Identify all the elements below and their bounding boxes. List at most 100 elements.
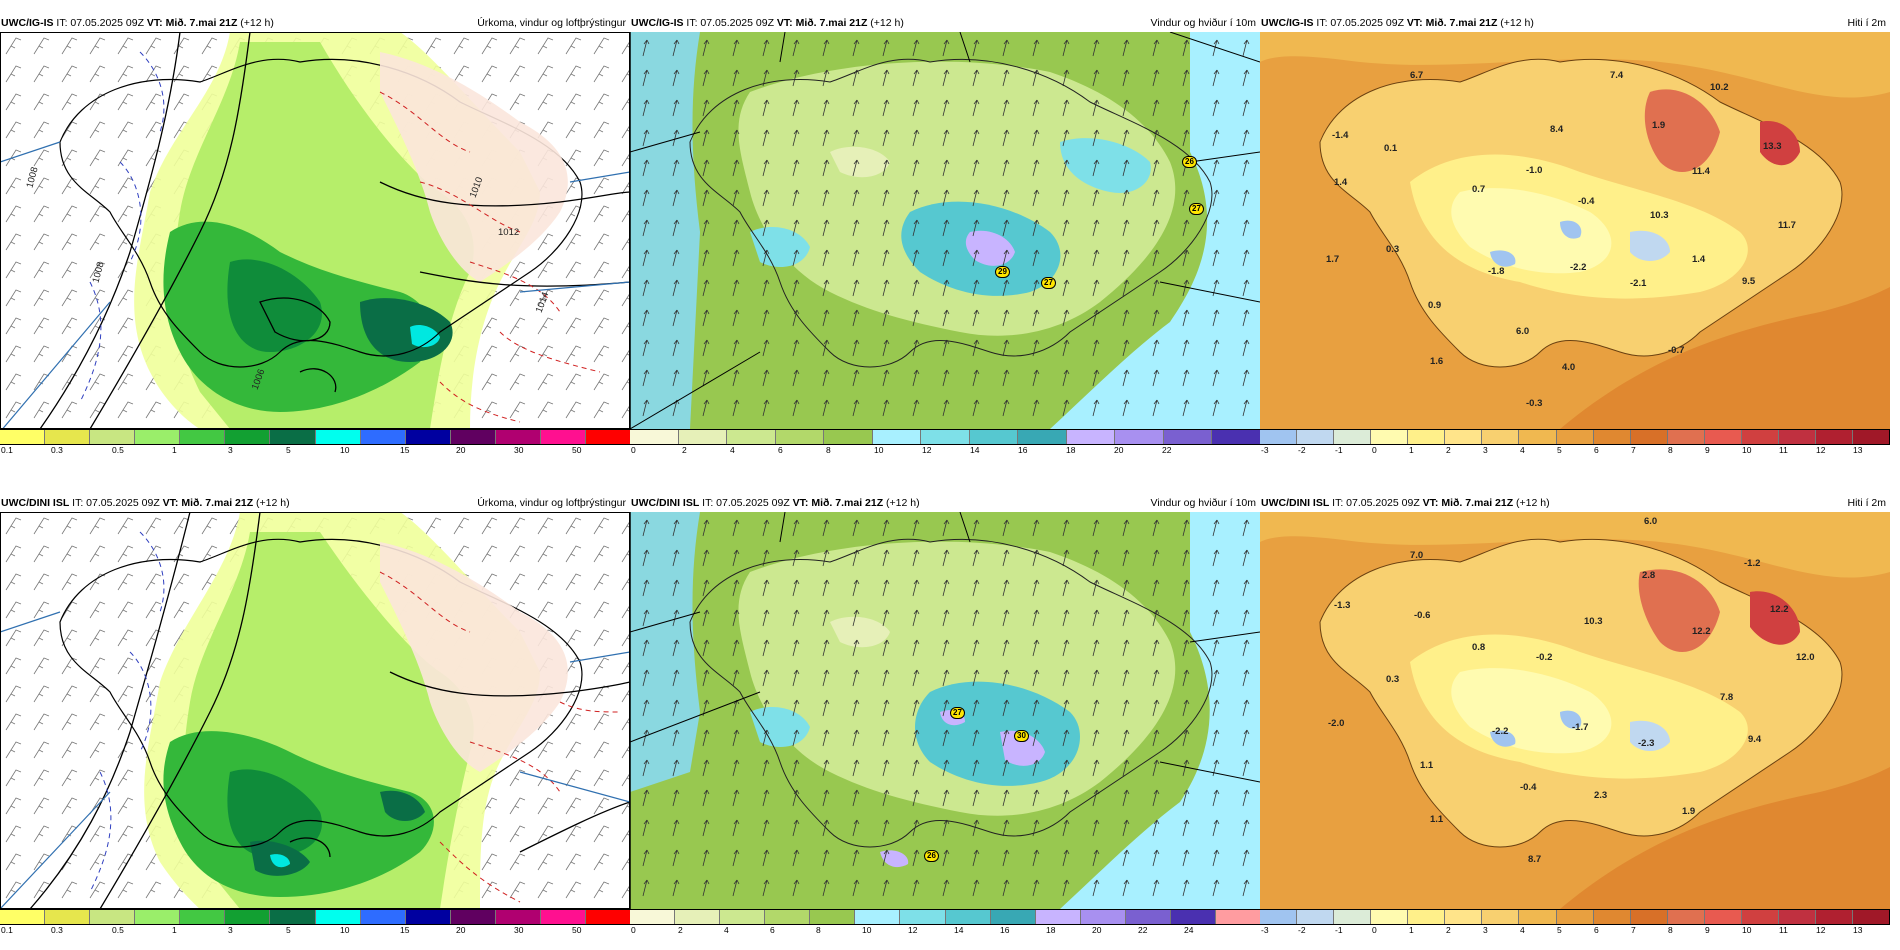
legend-color-cell bbox=[675, 910, 721, 924]
legend-color-cell bbox=[1260, 910, 1298, 924]
lead-time: (+12 h) bbox=[240, 17, 274, 29]
gust-label: 27 bbox=[950, 707, 965, 719]
legend-color-cell bbox=[360, 910, 406, 924]
temp-value: -0.7 bbox=[1668, 345, 1685, 356]
legend-tick-label: 16 bbox=[1018, 445, 1028, 455]
temp-value: 2.8 bbox=[1642, 570, 1656, 581]
legend-tick-label: 8 bbox=[1668, 925, 1673, 935]
legend-color-cell bbox=[45, 910, 91, 924]
valid-time: Mið. 7.mai 21Z bbox=[811, 497, 884, 509]
precip-map: 1008 1008 1010 1012 1014 1006 bbox=[0, 32, 630, 429]
legend-tick-label: 0.1 bbox=[1, 925, 13, 935]
legend-color-cell bbox=[586, 430, 631, 444]
valid-time-label: VT: bbox=[146, 17, 163, 29]
legend-tick-label: 14 bbox=[970, 445, 980, 455]
legend-color-cell bbox=[765, 910, 811, 924]
legend-color-cell bbox=[1704, 910, 1742, 924]
legend-tick-label: 12 bbox=[1816, 925, 1826, 935]
legend-color-cell bbox=[1556, 910, 1594, 924]
precip-legend: 0.1 0.3 0.5 1 3 5 10 15 20 30 50 bbox=[0, 429, 631, 455]
legend-color-cell bbox=[180, 910, 226, 924]
legend-color-cell bbox=[630, 430, 679, 444]
legend-color-cell bbox=[1445, 910, 1483, 924]
temp-value: 7.0 bbox=[1410, 550, 1424, 561]
legend-color-cell bbox=[1297, 910, 1335, 924]
legend-color-cell bbox=[969, 430, 1019, 444]
temp-value: 2.3 bbox=[1594, 790, 1608, 801]
panel-header: UWC/DINI ISL IT: 07.05.2025 09Z VT: Mið.… bbox=[1260, 494, 1890, 512]
legend-tick-label: 12 bbox=[1816, 445, 1826, 455]
precip-map bbox=[0, 512, 630, 909]
legend-tick-label: 22 bbox=[1138, 925, 1148, 935]
valid-time: Mið. 7.mai 21Z bbox=[181, 497, 254, 509]
legend-tick-label: 1 bbox=[1409, 445, 1414, 455]
temp-value: -2.3 bbox=[1638, 738, 1655, 749]
product-title: Úrkoma, vindur og loftþrýstingur bbox=[477, 17, 626, 29]
legend-tick-label: 2 bbox=[682, 445, 687, 455]
legend-tick-label: 2 bbox=[678, 925, 683, 935]
temp-value: -2.2 bbox=[1492, 726, 1509, 737]
legend-tick-label: 0 bbox=[1372, 925, 1377, 935]
lead-time: (+12 h) bbox=[870, 17, 904, 29]
temp-value: 0.8 bbox=[1472, 642, 1486, 653]
valid-time-label: VT: bbox=[1406, 17, 1423, 29]
legend-color-cell bbox=[405, 910, 451, 924]
legend-color-cell bbox=[0, 430, 46, 444]
valid-time-label: VT: bbox=[162, 497, 179, 509]
legend-tick-label: 12 bbox=[922, 445, 932, 455]
temp-value: 12.0 bbox=[1796, 652, 1815, 663]
legend-tick-label: 6 bbox=[1594, 445, 1599, 455]
legend-tick-label: 12 bbox=[908, 925, 918, 935]
temp-value: -0.4 bbox=[1578, 196, 1595, 207]
temp-value: 13.3 bbox=[1763, 141, 1782, 152]
init-time: IT: 07.05.2025 09Z bbox=[1332, 497, 1420, 509]
legend-color-cell bbox=[1482, 910, 1520, 924]
gust-label: 26 bbox=[1182, 156, 1197, 168]
legend-tick-label: 20 bbox=[1114, 445, 1124, 455]
panel-precip-row2: UWC/DINI ISL IT: 07.05.2025 09Z VT: Mið.… bbox=[0, 494, 631, 944]
legend-tick-label: 3 bbox=[1483, 445, 1488, 455]
temp-value: -1.8 bbox=[1488, 266, 1505, 277]
product-title: Vindur og hviður í 10m bbox=[1150, 497, 1256, 509]
legend-tick-label: 1 bbox=[172, 925, 177, 935]
wind-legend: 0 2 4 6 8 10 12 14 16 18 20 22 bbox=[630, 429, 1260, 455]
product-title: Vindur og hviður í 10m bbox=[1150, 17, 1256, 29]
legend-tick-label: 10 bbox=[874, 445, 884, 455]
legend-color-cell bbox=[990, 910, 1036, 924]
temp-value: -2.0 bbox=[1328, 718, 1345, 729]
model-name: UWC/DINI ISL bbox=[631, 497, 700, 509]
legend-tick-label: 0.3 bbox=[51, 925, 63, 935]
legend-color-cell bbox=[1667, 910, 1705, 924]
legend-tick-label: 0.5 bbox=[112, 925, 124, 935]
init-time: IT: 07.05.2025 09Z bbox=[702, 497, 790, 509]
legend-color-cell bbox=[1170, 910, 1217, 924]
legend-color-cell bbox=[1853, 430, 1890, 444]
lead-time: (+12 h) bbox=[1516, 497, 1550, 509]
legend-tick-label: 8 bbox=[826, 445, 831, 455]
temp-map: 6.7 7.4 10.2 -1.4 0.1 8.4 1.9 13.3 1.4 0… bbox=[1260, 32, 1890, 429]
legend-tick-label: 10 bbox=[1742, 925, 1752, 935]
temp-legend-labels: -3 -2 -1 0 1 2 3 4 5 6 7 8 9 10 11 12 13 bbox=[1260, 445, 1890, 455]
temp-legend: -3 -2 -1 0 1 2 3 4 5 6 7 8 9 10 11 12 13 bbox=[1260, 909, 1890, 935]
legend-color-cell bbox=[1115, 430, 1164, 444]
legend-color-cell bbox=[1035, 910, 1081, 924]
precip-map-canvas bbox=[0, 512, 630, 909]
temp-value: 1.9 bbox=[1652, 120, 1666, 131]
temp-value: 1.1 bbox=[1420, 760, 1434, 771]
init-time: IT: 07.05.2025 09Z bbox=[56, 17, 144, 29]
wind-legend: 0 2 4 6 8 10 12 14 16 18 20 22 24 bbox=[630, 909, 1261, 935]
legend-tick-label: 2 bbox=[1446, 445, 1451, 455]
temp-legend-labels: -3 -2 -1 0 1 2 3 4 5 6 7 8 9 10 11 12 13 bbox=[1260, 925, 1890, 935]
temp-value: -1.3 bbox=[1334, 600, 1351, 611]
temp-value: 10.2 bbox=[1710, 82, 1729, 93]
temp-value: 10.3 bbox=[1584, 616, 1603, 627]
wind-map-canvas bbox=[630, 512, 1260, 909]
legend-color-cell bbox=[630, 910, 676, 924]
panel-header: UWC/DINI ISL IT: 07.05.2025 09Z VT: Mið.… bbox=[0, 494, 630, 512]
panel-temp-row2: UWC/DINI ISL IT: 07.05.2025 09Z VT: Mið.… bbox=[1260, 494, 1890, 944]
model-name: UWC/IG-IS bbox=[1261, 17, 1314, 29]
legend-color-cell bbox=[1778, 430, 1816, 444]
precip-legend-labels: 0.1 0.3 0.5 1 3 5 10 15 20 30 50 bbox=[0, 445, 630, 455]
panel-precip-row1: UWC/IG-IS IT: 07.05.2025 09Z VT: Mið. 7.… bbox=[0, 14, 631, 464]
legend-tick-label: 8 bbox=[816, 925, 821, 935]
